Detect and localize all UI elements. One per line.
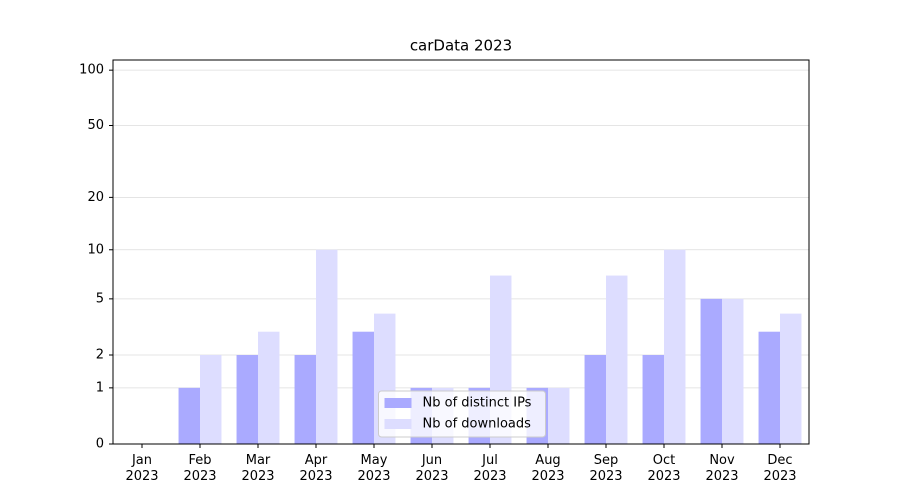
x-tick-label: Jan 2023: [125, 453, 159, 484]
chart-title: carData 2023: [410, 37, 512, 55]
x-tick-label: Aug 2023: [531, 453, 565, 484]
bar: [236, 355, 258, 444]
bar: [548, 387, 570, 444]
legend-label: Nb of distinct IPs: [423, 396, 532, 411]
bar: [294, 355, 316, 444]
bar: [700, 298, 722, 444]
bar: [606, 275, 628, 444]
x-tick-label: May 2023: [357, 453, 391, 484]
axes-frame: [112, 59, 810, 445]
legend-swatch: [384, 419, 412, 429]
bar: [584, 355, 606, 444]
y-tick-label: 1: [96, 380, 104, 395]
bar: [352, 331, 374, 444]
y-tick-label: 20: [87, 190, 104, 205]
bar: [642, 355, 664, 444]
x-tick-label: Jul 2023: [473, 453, 507, 484]
bar: [200, 355, 222, 444]
y-tick-label: 5: [96, 291, 104, 306]
x-tick-label: Sep 2023: [589, 453, 623, 484]
y-tick-label: 50: [87, 118, 104, 133]
x-tick-label: Nov 2023: [705, 453, 739, 484]
legend-swatch: [384, 398, 412, 408]
y-tick-label: 0: [96, 437, 104, 452]
y-tick-label: 10: [87, 242, 104, 257]
bar: [258, 331, 280, 444]
x-tick-label: Jun 2023: [415, 453, 449, 484]
x-tick-label: Oct 2023: [647, 453, 681, 484]
bar: [316, 249, 338, 444]
bar: [664, 249, 686, 444]
grid: [113, 69, 809, 445]
bar: [178, 387, 200, 444]
x-tick-label: Apr 2023: [299, 453, 333, 484]
x-tick-label: Mar 2023: [241, 453, 275, 484]
bar: [758, 331, 780, 444]
legend-box: [378, 390, 546, 438]
legend: Nb of distinct IPs Nb of downloads: [378, 390, 546, 438]
x-tick-label: Dec 2023: [763, 453, 797, 484]
legend-label: Nb of downloads: [423, 417, 532, 432]
y-tick-label: 2: [96, 348, 104, 363]
bar: [722, 298, 744, 444]
bar: [780, 313, 802, 444]
x-tick-label: Feb 2023: [183, 453, 217, 484]
y-tick-label: 100: [79, 63, 104, 78]
